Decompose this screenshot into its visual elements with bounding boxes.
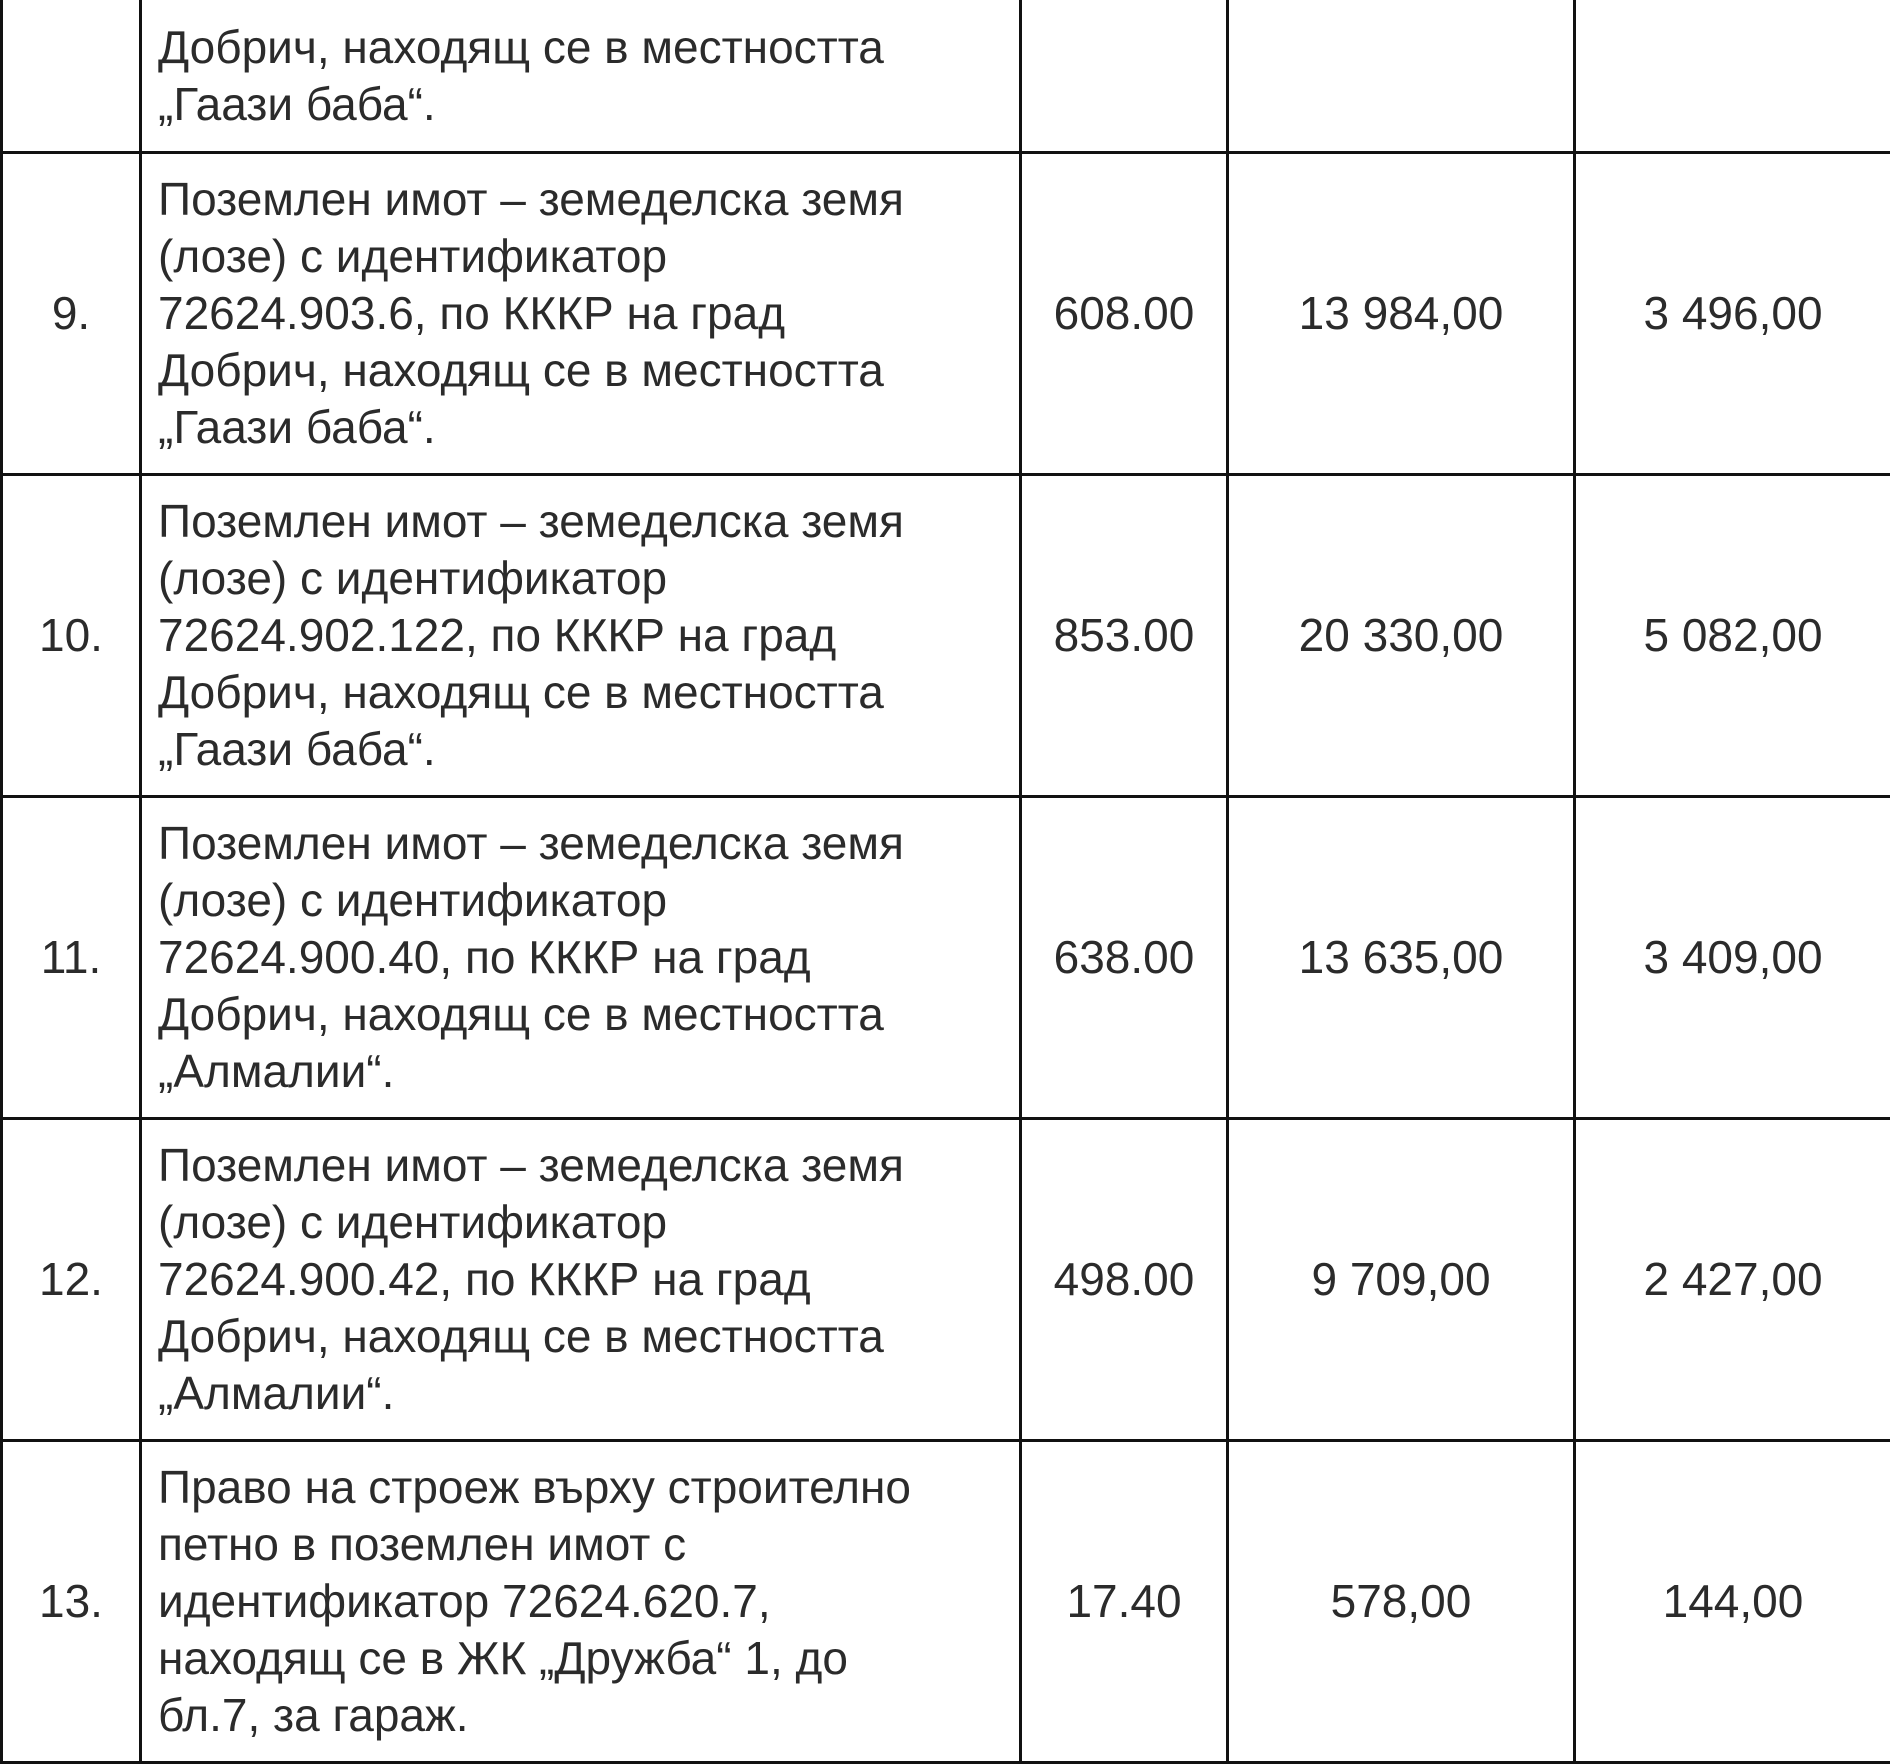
row-number: 12. bbox=[2, 1119, 141, 1441]
table-row: 13. Право на строеж върху строително пет… bbox=[2, 1441, 1890, 1763]
row-area: 608.00 bbox=[1021, 153, 1228, 475]
table-row: Добрич, находящ се в местността „Гаази б… bbox=[2, 0, 1890, 153]
row-number: 13. bbox=[2, 1441, 141, 1763]
row-value-1: 9 709,00 bbox=[1228, 1119, 1575, 1441]
row-number: 11. bbox=[2, 797, 141, 1119]
row-value-2 bbox=[1575, 0, 1890, 153]
row-number bbox=[2, 0, 141, 153]
table-row: 9. Поземлен имот – земеделска земя (лозе… bbox=[2, 153, 1890, 475]
row-description: Поземлен имот – земеделска земя (лозе) с… bbox=[141, 1119, 1021, 1441]
row-value-2: 144,00 bbox=[1575, 1441, 1890, 1763]
row-description: Добрич, находящ се в местността „Гаази б… bbox=[141, 0, 1021, 153]
row-number: 9. bbox=[2, 153, 141, 475]
row-value-1: 578,00 bbox=[1228, 1441, 1575, 1763]
row-value-1 bbox=[1228, 0, 1575, 153]
row-area: 498.00 bbox=[1021, 1119, 1228, 1441]
row-value-1: 13 984,00 bbox=[1228, 153, 1575, 475]
row-description: Поземлен имот – земеделска земя (лозе) с… bbox=[141, 475, 1021, 797]
row-description: Поземлен имот – земеделска земя (лозе) с… bbox=[141, 153, 1021, 475]
row-number: 10. bbox=[2, 475, 141, 797]
row-value-2: 3 496,00 bbox=[1575, 153, 1890, 475]
row-area bbox=[1021, 0, 1228, 153]
row-value-1: 13 635,00 bbox=[1228, 797, 1575, 1119]
row-area: 17.40 bbox=[1021, 1441, 1228, 1763]
row-area: 853.00 bbox=[1021, 475, 1228, 797]
table-row: 12. Поземлен имот – земеделска земя (лоз… bbox=[2, 1119, 1890, 1441]
table-row: 10. Поземлен имот – земеделска земя (лоз… bbox=[2, 475, 1890, 797]
row-value-2: 3 409,00 bbox=[1575, 797, 1890, 1119]
row-value-2: 2 427,00 bbox=[1575, 1119, 1890, 1441]
row-value-2: 5 082,00 bbox=[1575, 475, 1890, 797]
table-row: 11. Поземлен имот – земеделска земя (лоз… bbox=[2, 797, 1890, 1119]
row-area: 638.00 bbox=[1021, 797, 1228, 1119]
row-description: Поземлен имот – земеделска земя (лозе) с… bbox=[141, 797, 1021, 1119]
row-value-1: 20 330,00 bbox=[1228, 475, 1575, 797]
row-description: Право на строеж върху строително петно в… bbox=[141, 1441, 1021, 1763]
